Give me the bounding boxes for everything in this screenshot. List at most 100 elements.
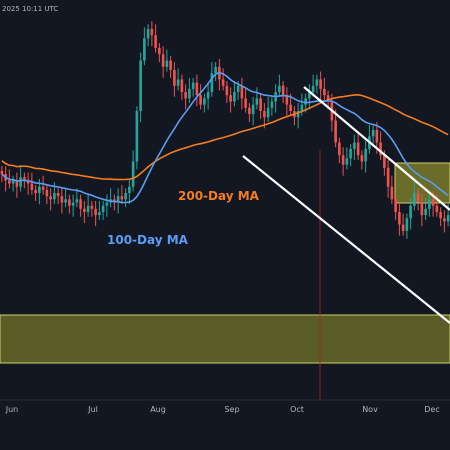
candle-body: [94, 208, 97, 216]
candle-body: [128, 186, 131, 194]
candle-body: [56, 193, 60, 197]
candle-body: [349, 148, 352, 159]
candle-body: [195, 82, 199, 96]
candle-body: [334, 120, 337, 143]
candle-body: [184, 92, 187, 99]
candle-body: [263, 110, 266, 118]
candle-body: [371, 129, 375, 137]
candle-body: [413, 193, 416, 206]
candle-body: [41, 186, 45, 190]
candle-body: [394, 199, 397, 212]
candle-body: [124, 193, 127, 200]
channel-lower-line: [242, 155, 450, 324]
candle-body: [53, 193, 56, 200]
candles-layer: [0, 21, 450, 239]
candle-body: [221, 79, 225, 86]
candle-body: [398, 211, 401, 225]
candle-body: [60, 196, 64, 203]
candle-body: [188, 88, 191, 99]
candle-body: [296, 110, 300, 118]
ma200-label: 200-Day MA: [178, 189, 260, 203]
candle-body: [338, 142, 341, 156]
channel-layer: [242, 86, 450, 324]
candle-body: [225, 85, 229, 96]
candle-body: [105, 202, 109, 206]
candle-body: [45, 189, 49, 197]
x-axis-ticks: Jun Jul Aug Sep Oct Nov Dec: [5, 405, 440, 414]
candle-body: [248, 107, 251, 115]
lower-support-zone: [0, 314, 450, 364]
candle-body: [319, 79, 322, 89]
x-tick-label: Nov: [362, 405, 378, 414]
candle-body: [139, 60, 142, 111]
labels-layer: 200-Day MA 100-Day MA: [107, 189, 260, 247]
candle-body: [443, 218, 446, 222]
candle-body: [323, 88, 326, 96]
candle-body: [266, 107, 270, 118]
chart-timestamp: 2025 10:11 UTC: [2, 5, 58, 13]
candle-body: [169, 60, 172, 70]
candle-body: [308, 92, 311, 99]
candle-body: [424, 208, 427, 216]
candle-body: [98, 211, 101, 216]
candle-body: [390, 186, 394, 200]
candle-body: [326, 95, 330, 102]
candle-body: [11, 180, 15, 184]
candle-body: [203, 98, 206, 105]
candle-body: [165, 60, 169, 67]
candle-body: [34, 189, 37, 194]
candle-body: [439, 211, 442, 219]
candle-body: [281, 85, 285, 96]
candle-body: [435, 205, 439, 212]
candle-body: [146, 28, 150, 39]
candle-body: [383, 155, 386, 168]
x-tick-label: Aug: [150, 405, 166, 414]
candle-body: [300, 104, 304, 111]
candle-body: [375, 129, 379, 143]
x-tick-label: Oct: [290, 405, 304, 414]
candle-body: [26, 180, 30, 184]
candle-body: [428, 199, 431, 209]
candle-body: [315, 79, 319, 86]
candle-body: [401, 224, 405, 231]
moving-average-layer: [1, 71, 449, 204]
candle-body: [0, 170, 4, 175]
candle-body: [304, 98, 307, 105]
ma100-label: 100-Day MA: [107, 233, 189, 247]
candle-body: [30, 183, 34, 190]
candle-body: [8, 180, 11, 184]
candle-body: [289, 104, 292, 111]
candle-body: [64, 199, 67, 203]
candle-body: [278, 85, 281, 93]
candle-body: [386, 167, 390, 187]
candle-body: [90, 205, 94, 209]
candle-body: [379, 142, 382, 156]
candle-body: [143, 38, 146, 61]
channel-upper-line: [303, 86, 450, 211]
candle-body: [101, 205, 105, 212]
candle-body: [244, 98, 247, 108]
candle-body: [420, 202, 424, 216]
candle-body: [120, 196, 124, 200]
candle-body: [233, 92, 236, 102]
candle-body: [236, 85, 240, 93]
candle-body: [409, 205, 412, 219]
candle-body: [49, 196, 52, 200]
ma100-line: [1, 71, 449, 204]
candle-body: [68, 199, 71, 206]
candle-body: [83, 208, 86, 212]
candle-body: [161, 54, 165, 67]
candle-body: [75, 199, 79, 203]
candle-body: [206, 92, 210, 99]
candle-body: [345, 158, 349, 165]
candle-body: [311, 85, 315, 93]
candle-body: [199, 95, 202, 105]
candle-body: [180, 79, 184, 93]
candle-body: [360, 155, 364, 162]
candle-body: [116, 196, 120, 203]
candle-body: [405, 218, 409, 231]
candle-body: [135, 110, 139, 162]
upper-resistance-zone: [394, 162, 450, 204]
